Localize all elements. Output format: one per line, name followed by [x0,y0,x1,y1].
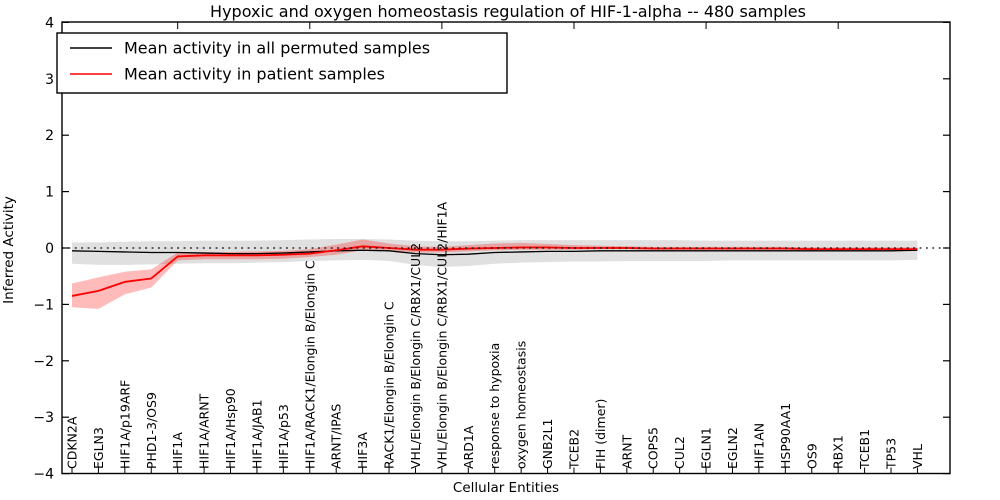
y-tick-label: 4 [45,15,54,31]
y-tick-label: 1 [45,185,54,201]
x-category-label: HIF1AN [751,423,766,469]
x-category-label: CDKN2A [65,416,80,469]
y-tick-label: −3 [33,410,54,426]
x-category-label: OS9 [804,443,819,469]
x-category-label: HIF1A/Hsp90 [223,388,238,469]
x-category-label: GNB2L1 [540,419,555,469]
x-category-label: HIF1A/RACK1/Elongin B/Elongin C [302,260,317,469]
x-category-label: TP53 [884,438,899,470]
x-category-label: ARD1A [461,425,476,469]
x-category-label: ARNT [619,434,634,469]
x-category-label: oxygen homeostasis [514,341,529,469]
x-category-label: CUL2 [672,436,687,469]
legend: Mean activity in all permuted samples Me… [56,32,508,94]
patient-confidence-band [72,239,918,309]
x-category-label: EGLN3 [91,427,106,469]
x-category-label: HIF1A/JAB1 [249,399,264,469]
y-tick-label: −4 [33,467,54,483]
plot-area: −4 −3 −2 −1 0 1 2 3 4 CDKN2A EGLN3 HIF1A/p19ARF PHD1… [33,15,950,483]
y-tick-label: −2 [33,354,54,370]
y-tick-label: 3 [45,72,54,88]
x-category-label: HIF1A/ARNT [197,393,212,469]
x-axis-label: Cellular Entities [453,480,559,496]
x-category-label: VHL/Elongin B/Elongin C/RBX1/CUL2/HIF1A [434,201,449,469]
y-tick-label: 2 [45,128,54,144]
x-category-label: TCEB1 [857,429,872,470]
x-category-label: RACK1/Elongin B/Elongin C [382,301,397,469]
x-category-label: VHL/Elongin B/Elongin C/RBX1/CUL2 [408,243,423,469]
x-category-label: TCEB2 [566,429,581,470]
x-category-label: EGLN1 [699,427,714,469]
axes-frame [61,21,951,475]
legend-box [56,32,508,94]
x-category-label: HIF1A/p19ARF [117,380,132,469]
x-category-label: HIF3A [355,432,370,469]
permuted-mean-line [71,249,918,256]
x-category-label: HSP90AA1 [778,403,793,469]
y-tick-label: −1 [33,297,54,313]
legend-label-permuted: Mean activity in all permuted samples [124,39,430,58]
x-category-label: response to hypoxia [487,343,502,469]
chart-title: Hypoxic and oxygen homeostasis regulatio… [210,2,806,21]
x-category-label: FIH (dimer) [593,399,608,469]
x-category-label: EGLN2 [725,427,740,469]
x-category-label: PHD1-3/OS9 [144,392,159,469]
x-category-label: HIF1A [170,432,185,469]
patient-mean-line [71,245,918,297]
x-category-label: COPS5 [646,427,661,469]
y-axis-label: Inferred Activity [1,196,17,304]
x-category-label: RBX1 [831,435,846,469]
legend-label-patient: Mean activity in patient samples [124,65,385,84]
x-category-label: HIF1A/p53 [276,404,291,469]
y-tick-label: 0 [45,241,54,257]
x-category-label: VHL [910,444,925,469]
x-category-label: ARNT/IPAS [329,404,344,469]
